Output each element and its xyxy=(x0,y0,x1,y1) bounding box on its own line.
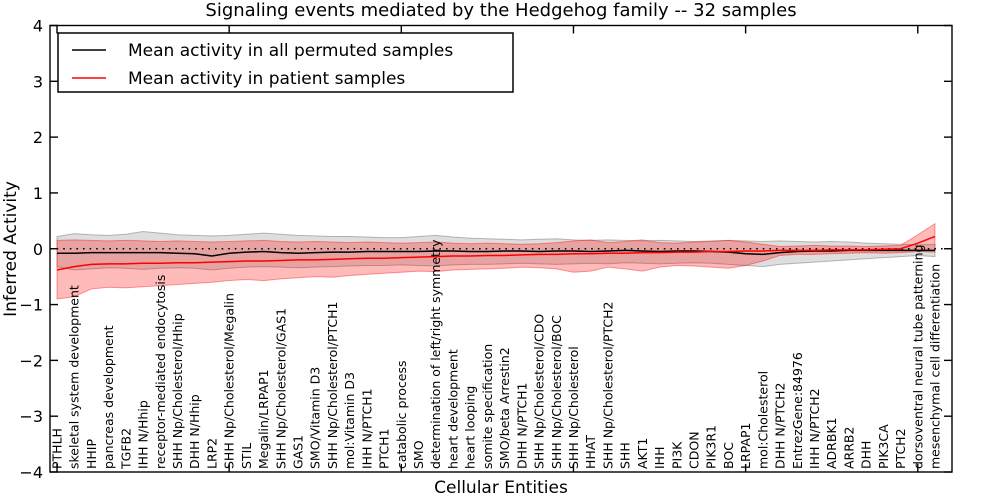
category-label: PTCH2 xyxy=(893,428,908,469)
y-axis-label: Inferred Activity xyxy=(1,181,21,317)
category-label: SHH Np/Cholesterol/GAS1 xyxy=(273,308,288,469)
y-tick-label: 2 xyxy=(33,128,43,147)
category-label: PIK3CA xyxy=(876,424,891,469)
category-label: pancreas development xyxy=(101,325,116,469)
category-label: receptor-mediated endocytosis xyxy=(153,275,168,469)
category-label: ADRBK1 xyxy=(824,417,839,469)
category-label: SMO/beta Arrestin2 xyxy=(497,347,512,469)
category-label: PTHLH xyxy=(50,428,65,469)
category-label: SHH Np/Cholesterol xyxy=(566,346,581,469)
y-tick-label: −3 xyxy=(19,407,43,426)
y-tick-label: 0 xyxy=(33,240,43,259)
category-label: AKT1 xyxy=(635,438,650,469)
category-label: SMO xyxy=(411,440,426,469)
category-label: mol:Vitamin D3 xyxy=(342,372,357,469)
category-label: IHH xyxy=(652,447,667,470)
category-label: skeletal system development xyxy=(67,285,82,469)
category-label: DHH N/Hhip xyxy=(187,394,202,469)
category-label: LRPAP1 xyxy=(738,423,753,469)
category-label: dorsoventral neural tube patterning xyxy=(910,245,925,470)
category-label: LRP2 xyxy=(204,438,219,469)
category-label: SHH Np/Cholesterol/PTCH2 xyxy=(600,302,615,470)
category-label: PI3K xyxy=(669,441,684,469)
category-label: EntrezGene:84976 xyxy=(790,352,805,469)
chart-title: Signaling events mediated by the Hedgeho… xyxy=(205,0,796,21)
patient-mean-line xyxy=(56,235,936,271)
category-label: IHH N/Hhip xyxy=(136,400,151,469)
category-label: PTCH1 xyxy=(377,428,392,469)
category-label: GAS1 xyxy=(291,435,306,469)
category-label: SMO/Vitamin D3 xyxy=(308,367,323,469)
category-label: SHH xyxy=(618,442,633,469)
y-tick-label: −4 xyxy=(19,463,43,482)
y-tick-label: −2 xyxy=(19,351,43,370)
category-label: STIL xyxy=(239,443,254,469)
category-label: heart looping xyxy=(463,386,478,469)
category-label: HHIP xyxy=(84,439,99,469)
legend-label-patient: Mean activity in patient samples xyxy=(128,69,405,89)
category-label: SHH Np/Cholesterol/BOC xyxy=(549,315,564,469)
category-label: TGFB2 xyxy=(118,428,133,470)
legend-box xyxy=(57,32,514,93)
category-label: IHH N/PTCH2 xyxy=(807,388,822,469)
permuted-mean-line xyxy=(57,249,935,257)
patient-band xyxy=(56,222,936,300)
axis-ticks: −4 −3 −2 −1 0 1 2 3 4 xyxy=(19,17,952,482)
category-labels: PTHLH skeletal system development HHIP panc… xyxy=(50,239,943,470)
category-label: DHH xyxy=(859,441,874,469)
category-label: CDON xyxy=(686,431,701,469)
y-tick-label: 3 xyxy=(33,72,43,91)
category-label: SHH Np/Cholesterol/Hhip xyxy=(170,313,185,469)
category-label: BOC xyxy=(721,442,736,469)
category-label: HHAT xyxy=(583,435,598,469)
category-label: mesenchymal cell differentiation xyxy=(928,264,943,469)
category-label: determination of left/right symmetry xyxy=(428,239,443,469)
category-label: ARRB2 xyxy=(841,427,856,469)
category-label: DHH N/PTCH1 xyxy=(514,383,529,469)
y-tick-label: 4 xyxy=(33,17,43,36)
mean-lines xyxy=(50,235,952,271)
category-label: heart development xyxy=(445,349,460,469)
category-label: somite specification xyxy=(480,344,495,469)
category-label: mol:Cholesterol xyxy=(755,371,770,469)
legend-label-permuted: Mean activity in all permuted samples xyxy=(128,41,453,61)
category-label: DHH N/PTCH2 xyxy=(773,383,788,469)
category-label: SHH Np/Cholesterol/CDO xyxy=(532,314,547,469)
confidence-bands xyxy=(56,222,936,300)
category-label: SHH Np/Cholesterol/Megalin xyxy=(222,293,237,469)
y-tick-label: −1 xyxy=(19,296,43,315)
category-label: PIK3R1 xyxy=(704,425,719,469)
y-tick-label: 1 xyxy=(33,184,43,203)
category-label: IHH N/PTCH1 xyxy=(359,388,374,469)
category-label: SHH Np/Cholesterol/PTCH1 xyxy=(325,302,340,470)
x-axis-label: Cellular Entities xyxy=(434,478,568,498)
legend: Mean activity in all permuted samples Me… xyxy=(57,32,514,93)
category-label: Megalin/LRPAP1 xyxy=(256,369,271,469)
category-label: catabolic process xyxy=(394,360,409,469)
